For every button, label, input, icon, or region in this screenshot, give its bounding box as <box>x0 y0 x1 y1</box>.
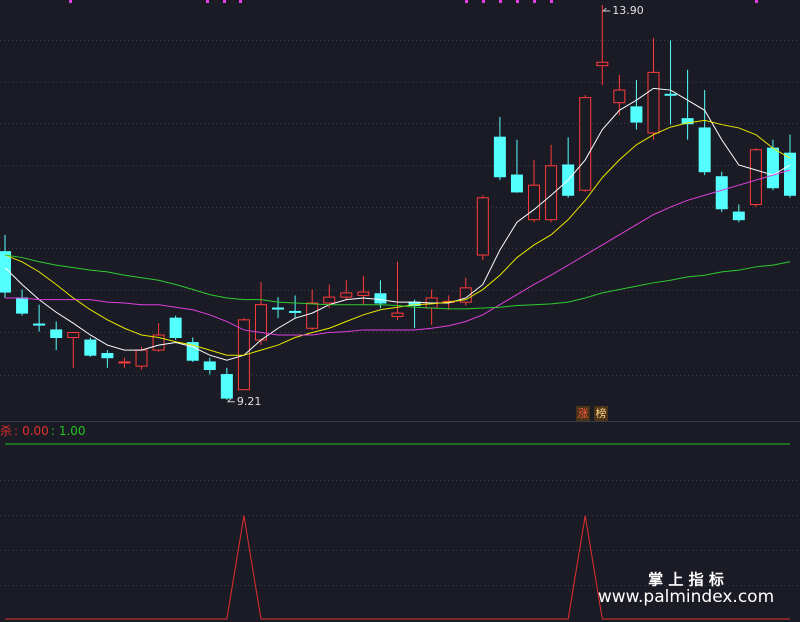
candle-body <box>732 211 745 221</box>
candle-body <box>681 118 694 125</box>
candle-body <box>749 149 762 206</box>
signal-dot <box>206 0 209 3</box>
signal-dot <box>465 0 468 3</box>
candle-body <box>84 339 97 356</box>
candle-body <box>459 287 472 303</box>
candle-body <box>323 296 336 304</box>
candle-body <box>118 361 131 364</box>
candle-body <box>101 353 114 359</box>
candle-body <box>272 307 285 310</box>
signal-dot <box>533 0 536 3</box>
candle-body <box>374 293 387 304</box>
signal-dot <box>239 0 242 3</box>
candle-body <box>545 165 558 221</box>
indicator-legend: 杀:0.00:1.00 <box>0 423 86 438</box>
moving-average-line <box>4 254 791 310</box>
moving-average-line <box>5 169 791 336</box>
legend-separator: : <box>51 424 55 438</box>
plot: 13.909.21涨 榜杀:0.00:1.00 <box>0 4 796 620</box>
signal-dot <box>516 0 519 3</box>
candle-body <box>766 147 779 189</box>
signal-dots <box>69 0 758 3</box>
candle-body <box>528 184 541 221</box>
signal-dot <box>755 0 758 3</box>
signal-dot <box>550 0 553 3</box>
candle-body <box>152 334 165 351</box>
signal-dot <box>482 0 485 3</box>
candle-body <box>33 323 46 326</box>
candle-body <box>0 251 11 293</box>
candle-body <box>340 292 353 298</box>
badge-box <box>576 406 590 421</box>
candle-body <box>493 136 506 178</box>
annotation-arrow <box>602 7 611 12</box>
candle-body <box>357 291 370 296</box>
candle-body <box>630 106 643 123</box>
legend-name: 杀 <box>0 423 12 438</box>
candle-body <box>596 61 609 67</box>
legend-separator: : <box>14 424 18 438</box>
candle-body <box>579 97 592 191</box>
candle-body <box>220 374 233 399</box>
candle-body <box>203 361 216 370</box>
annotation-label: 13.90 <box>612 4 644 17</box>
moving-average-line <box>4 119 791 356</box>
moving-average-line <box>4 87 791 361</box>
candle-body <box>186 342 199 361</box>
candle-body <box>391 312 404 317</box>
indicator-line <box>5 515 790 620</box>
candle-body <box>784 152 796 196</box>
candle-body <box>613 89 626 104</box>
candle-body <box>476 197 489 256</box>
badge-label: 榜 <box>596 406 607 420</box>
candle-body <box>169 317 182 339</box>
watermark-title: 掌 上 指 标 <box>648 571 724 589</box>
candle-body <box>67 331 80 339</box>
watermark-url: www.palmindex.com <box>598 587 774 607</box>
legend-value: 1.00 <box>59 424 86 438</box>
candle-body <box>135 349 148 367</box>
candle-body <box>254 304 267 341</box>
signal-dot <box>499 0 502 3</box>
candle-body <box>50 329 63 339</box>
badge-box <box>594 406 608 421</box>
candle-body <box>664 93 677 96</box>
signal-dot <box>69 0 72 3</box>
candle-body <box>306 302 319 329</box>
annotation-arrow <box>226 398 235 403</box>
badge-label: 涨 <box>578 407 589 420</box>
signal-dot <box>223 0 226 3</box>
candle-body <box>289 310 302 313</box>
annotation-label: 9.21 <box>237 395 262 408</box>
candle-body <box>16 297 29 314</box>
candle-body <box>647 71 660 134</box>
candle-body <box>698 127 711 173</box>
candle-body <box>715 176 728 210</box>
candle-body <box>510 174 523 193</box>
grid <box>0 40 800 586</box>
legend-value: 0.00 <box>22 424 49 438</box>
